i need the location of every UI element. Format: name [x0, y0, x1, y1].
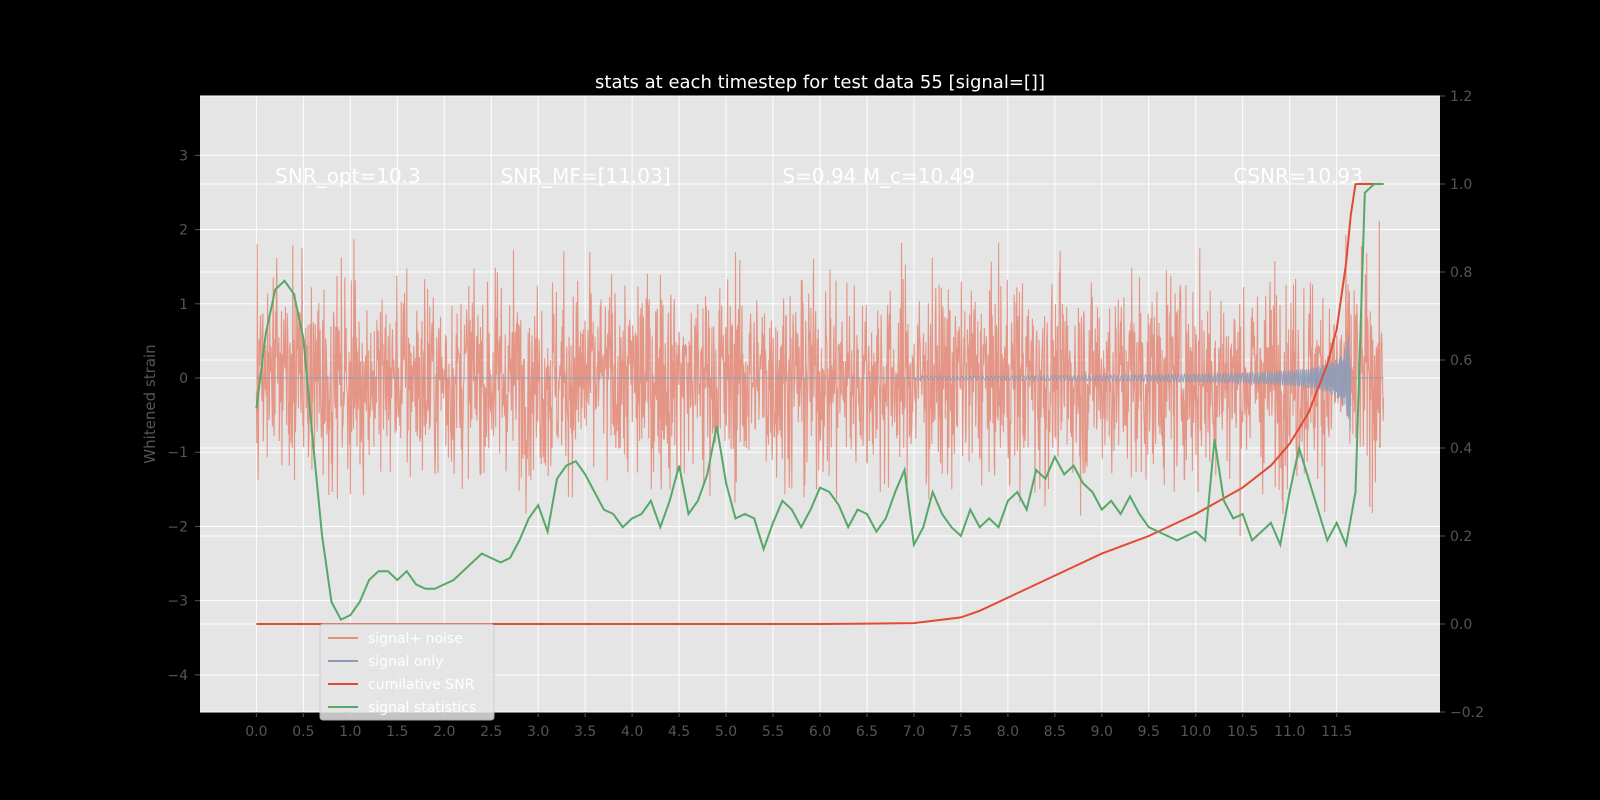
- x-tick-label: 6.5: [856, 724, 878, 740]
- annotation-label: S=0.94 M_c=10.49: [782, 164, 975, 188]
- annotation-label: SNR_MF=[11.03]: [501, 164, 671, 188]
- annotation-label: SNR_opt=10.3: [275, 164, 421, 188]
- chart-title: stats at each timestep for test data 55 …: [595, 72, 1045, 93]
- legend-entry: signal only: [368, 654, 443, 670]
- legend-entry: signal statistics: [368, 700, 476, 716]
- y-tick-label: −3: [167, 594, 188, 610]
- x-tick-label: 1.5: [386, 724, 408, 740]
- x-tick-label: 3.5: [574, 724, 596, 740]
- y-tick-label: 1: [179, 297, 188, 313]
- y2-tick-label: 1.2: [1450, 89, 1472, 105]
- annotation-label: CSNR=10.93: [1233, 164, 1363, 188]
- legend: signal+ noise signal only cumilative SNR si…: [319, 623, 495, 721]
- y-tick-label: −4: [167, 668, 188, 684]
- x-tick-label: 2.0: [433, 724, 455, 740]
- x-tick-label: 5.0: [715, 724, 737, 740]
- series-layer: [255, 183, 1385, 625]
- legend-entry: cumilative SNR: [368, 677, 475, 693]
- y-axis-label: Whitened strain: [141, 344, 159, 463]
- y2-tick-label: 1.0: [1450, 177, 1472, 193]
- x-tick-label: 10.0: [1180, 724, 1211, 740]
- x-tick-label: 0.5: [292, 724, 314, 740]
- x-tick-label: 11.5: [1321, 724, 1352, 740]
- series-signal-statistics: [255, 183, 1384, 621]
- y-tick-label: −2: [167, 519, 188, 535]
- y2-tick-label: 0.2: [1450, 529, 1472, 545]
- x-tick-label: 8.0: [997, 724, 1019, 740]
- legend-entry: signal+ noise: [368, 631, 463, 647]
- x-tick-label: 6.0: [809, 724, 831, 740]
- x-tick-label: 0.0: [245, 724, 267, 740]
- x-tick-label: 8.5: [1044, 724, 1066, 740]
- series-cumulative-snr: [256, 183, 1384, 625]
- x-tick-label: 11.0: [1274, 724, 1305, 740]
- x-tick-label: 4.0: [621, 724, 643, 740]
- x-tick-label: 10.5: [1227, 724, 1258, 740]
- y-tick-label: 0: [179, 371, 188, 387]
- x-tick-label: 7.5: [950, 724, 972, 740]
- y2-tick-label: 0.4: [1450, 441, 1472, 457]
- series-signal-only: [256, 335, 1384, 430]
- legend-box: [319, 623, 495, 721]
- x-tick-label: 1.0: [339, 724, 361, 740]
- y2-tick-label: 0.0: [1450, 617, 1472, 633]
- y2-tick-label: 0.6: [1450, 353, 1472, 369]
- axes-layer: 0.0 0.5 1.0 1.5 2.0 2.5 3.0 3.5 4.0 4.5 5.0 5.5 6.0 6…: [167, 89, 1484, 740]
- y-tick-label: 2: [179, 223, 188, 239]
- y-tick-label: 3: [179, 148, 188, 164]
- x-tick-label: 4.5: [668, 724, 690, 740]
- x-tick-label: 9.0: [1091, 724, 1113, 740]
- y-tick-label: −1: [167, 445, 188, 461]
- x-tick-label: 5.5: [762, 724, 784, 740]
- annotations: SNR_opt=10.3 SNR_MF=[11.03] S=0.94 M_c=10.…: [275, 164, 1363, 188]
- x-tick-label: 3.0: [527, 724, 549, 740]
- y2-tick-label: −0.2: [1450, 705, 1484, 721]
- x-tick-label: 9.5: [1138, 724, 1160, 740]
- y2-tick-label: 0.8: [1450, 265, 1472, 281]
- x-tick-label: 2.5: [480, 724, 502, 740]
- x-tick-label: 7.0: [903, 724, 925, 740]
